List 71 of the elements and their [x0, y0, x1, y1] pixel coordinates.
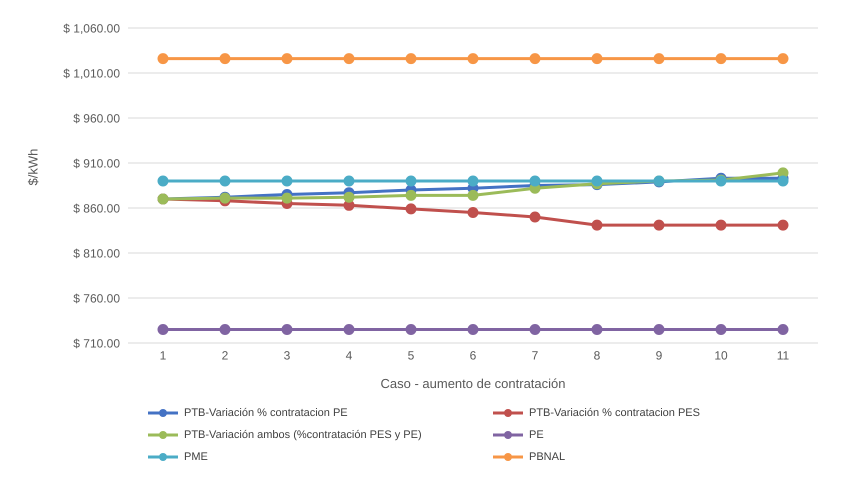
point: [654, 220, 664, 231]
y-tick-label: $ 960.00: [73, 111, 120, 126]
point: [530, 53, 540, 64]
y-tick-label: $ 710.00: [73, 336, 120, 350]
point: [406, 203, 416, 214]
point: [344, 200, 354, 211]
point: [592, 220, 602, 231]
point: [468, 176, 478, 186]
legend-label: PTB-Variación % contratacion PE: [184, 407, 348, 419]
x-tick-label: 10: [714, 348, 728, 363]
point: [468, 53, 478, 64]
point: [654, 53, 664, 64]
point: [592, 324, 602, 335]
point: [158, 53, 168, 64]
point: [220, 176, 230, 186]
point: [778, 324, 788, 335]
y-tick-label: $ 1,010.00: [63, 66, 120, 80]
point: [344, 176, 354, 186]
point: [530, 176, 540, 186]
point: [158, 176, 168, 186]
x-tick-label: 4: [346, 348, 353, 363]
point: [530, 212, 540, 222]
point: [282, 192, 292, 204]
point: [158, 324, 168, 335]
legend-label: PBNAL: [529, 451, 566, 463]
point: [592, 53, 602, 64]
point: [592, 176, 602, 186]
x-tick-label: 5: [408, 348, 415, 363]
legend-label: PE: [529, 429, 544, 441]
x-tick-label: 11: [776, 348, 790, 363]
point: [220, 324, 230, 335]
point: [282, 324, 292, 335]
point: [406, 324, 416, 335]
point: [282, 53, 292, 64]
point: [716, 324, 726, 335]
point: [716, 53, 726, 64]
y-axis-title: $/kWh: [26, 148, 41, 186]
x-tick-label: 1: [160, 348, 167, 363]
point: [654, 324, 664, 335]
point: [468, 207, 478, 218]
y-tick-label: $ 810.00: [73, 246, 120, 260]
point: [778, 176, 788, 186]
point: [468, 190, 478, 201]
x-tick-label: 7: [532, 348, 539, 363]
point: [406, 53, 416, 64]
y-tick-label: $ 760.00: [73, 291, 120, 306]
point: [344, 53, 354, 64]
y-tick-label: $ 910.00: [73, 156, 120, 170]
point: [530, 324, 540, 335]
point: [778, 220, 788, 231]
x-tick-label: 2: [222, 348, 229, 363]
point: [344, 192, 354, 203]
y-tick-label: $ 860.00: [73, 201, 120, 216]
point: [716, 220, 726, 231]
legend-label: PTB-Variación % contratacion PES: [529, 407, 700, 419]
x-tick-label: 9: [656, 348, 663, 363]
point: [468, 324, 478, 335]
point: [220, 53, 230, 64]
point: [344, 324, 354, 335]
x-tick-label: 3: [284, 348, 291, 363]
legend-label: PTB-Variación ambos (%contratación PES y PE): [184, 429, 422, 441]
legend-label: PME: [184, 451, 208, 463]
point: [778, 53, 788, 64]
point: [282, 176, 292, 186]
x-tick-label: 6: [470, 348, 477, 363]
point: [778, 167, 788, 178]
y-tick-label: $ 1,060.00: [63, 21, 120, 36]
x-tick-label: 8: [594, 348, 601, 363]
x-axis-title: Caso - aumento de contratación: [380, 376, 566, 391]
point: [406, 176, 416, 186]
point: [406, 190, 416, 201]
